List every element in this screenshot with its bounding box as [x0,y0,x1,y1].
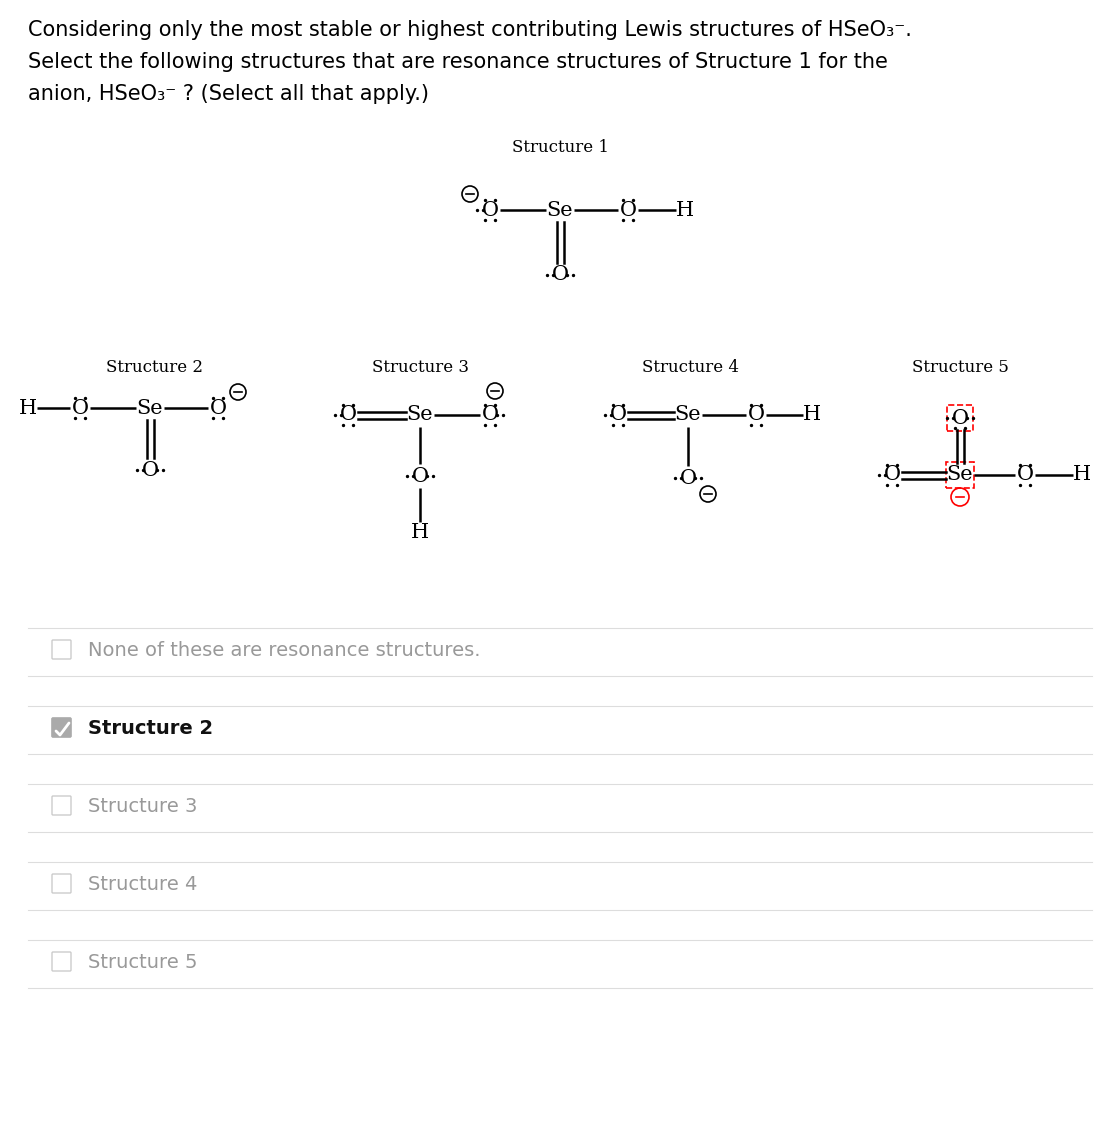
FancyBboxPatch shape [52,796,71,815]
Text: O: O [680,469,697,488]
Text: O: O [482,200,498,220]
Text: Structure 3: Structure 3 [372,360,468,377]
Text: O: O [411,466,429,486]
Text: H: H [19,398,37,418]
Text: Se: Se [547,200,573,220]
Text: O: O [609,405,626,424]
Text: Structure 2: Structure 2 [106,360,204,377]
Text: Structure 4: Structure 4 [642,360,738,377]
Text: H: H [411,523,429,541]
FancyBboxPatch shape [52,874,71,893]
Text: Structure 1: Structure 1 [512,139,608,156]
Text: O: O [1017,465,1034,484]
Text: Structure 4: Structure 4 [88,875,197,894]
Text: Se: Se [674,405,701,424]
FancyBboxPatch shape [52,718,71,737]
Text: Considering only the most stable or highest contributing Lewis structures of HSe: Considering only the most stable or high… [28,20,912,40]
Text: O: O [482,405,498,424]
Text: H: H [676,200,694,220]
Text: Select the following structures that are resonance structures of Structure 1 for: Select the following structures that are… [28,52,888,72]
Text: O: O [884,465,900,484]
Text: O: O [209,398,226,418]
Text: O: O [339,405,356,424]
Text: None of these are resonance structures.: None of these are resonance structures. [88,642,480,660]
Text: H: H [803,405,821,424]
Text: Structure 5: Structure 5 [88,953,197,972]
Text: O: O [747,405,765,424]
Text: Se: Se [407,405,433,424]
Text: O: O [141,461,159,480]
FancyBboxPatch shape [52,718,71,737]
FancyBboxPatch shape [52,640,71,659]
Text: O: O [551,266,569,284]
Text: O: O [952,409,969,428]
Text: Structure 2: Structure 2 [88,720,213,738]
FancyBboxPatch shape [52,952,71,971]
Text: Structure 5: Structure 5 [912,360,1008,377]
Text: Se: Se [137,398,164,418]
Text: Structure 3: Structure 3 [88,798,197,816]
Text: anion, HSeO₃⁻ ? (Select all that apply.): anion, HSeO₃⁻ ? (Select all that apply.) [28,84,429,104]
Text: H: H [1073,465,1091,484]
Text: O: O [619,200,636,220]
Text: O: O [72,398,88,418]
Text: Se: Se [946,465,973,484]
